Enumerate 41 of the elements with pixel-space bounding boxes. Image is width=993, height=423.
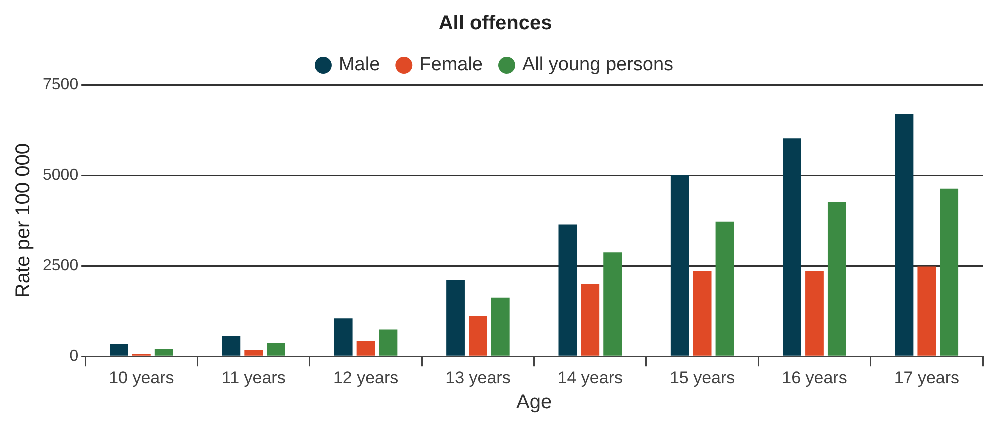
bar	[918, 266, 936, 356]
chart-title: All offences	[438, 12, 552, 35]
legend-label: Female	[420, 54, 484, 76]
y-tick-label: 7500	[43, 76, 79, 94]
bar	[491, 298, 510, 356]
bar	[581, 284, 600, 356]
y-axis-title: Rate per 100 000	[12, 144, 35, 298]
bar	[154, 349, 174, 356]
x-tick-label: 13 years	[446, 368, 511, 388]
x-tick-label: 14 years	[558, 368, 623, 388]
bar	[940, 188, 959, 356]
y-tick-label: 2500	[43, 257, 79, 274]
bar	[716, 222, 734, 356]
bar	[222, 336, 241, 356]
bar	[558, 224, 578, 356]
bar	[895, 114, 914, 356]
x-tick-label: 12 years	[333, 368, 399, 388]
y-tick-label: 5000	[43, 166, 79, 184]
bar	[379, 330, 398, 356]
bar	[244, 350, 264, 356]
x-tick-label: 16 years	[782, 368, 848, 388]
legend-label: All young persons	[522, 54, 674, 76]
bar	[828, 202, 846, 356]
bar	[783, 138, 802, 356]
legend-label: Male	[338, 54, 380, 76]
bar	[693, 271, 712, 356]
y-tick-label: 0	[70, 348, 79, 366]
x-axis-title: Age	[516, 392, 552, 414]
x-tick-label: 11 years	[222, 368, 286, 388]
bar	[356, 341, 376, 356]
bar	[806, 271, 824, 356]
bar	[446, 280, 465, 356]
bar	[110, 344, 128, 356]
bar	[469, 316, 488, 356]
bar	[334, 318, 353, 356]
x-tick-label: 17 years	[894, 368, 960, 388]
x-tick-label: 15 years	[670, 368, 736, 388]
x-tick-label: 10 years	[109, 368, 174, 388]
bar	[604, 252, 622, 356]
bar	[267, 343, 286, 356]
bar	[670, 176, 690, 356]
